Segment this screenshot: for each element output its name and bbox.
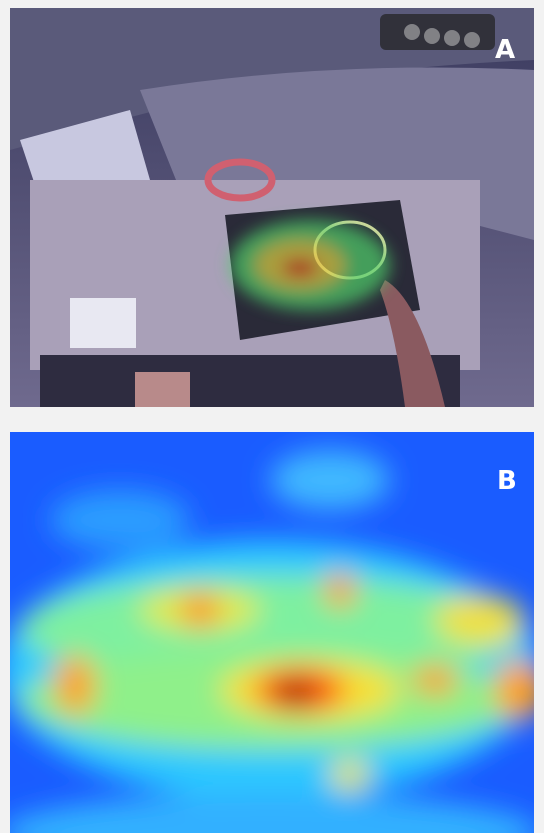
panel-a-image: A [10,8,534,407]
panel-label: B [497,466,517,496]
figure: A B [0,0,544,833]
panel-b-heatmap: B [0,432,544,833]
panel-label: A [495,35,515,65]
page: {"panels": [{"label": "A"}, {"label": "B… [0,0,544,833]
